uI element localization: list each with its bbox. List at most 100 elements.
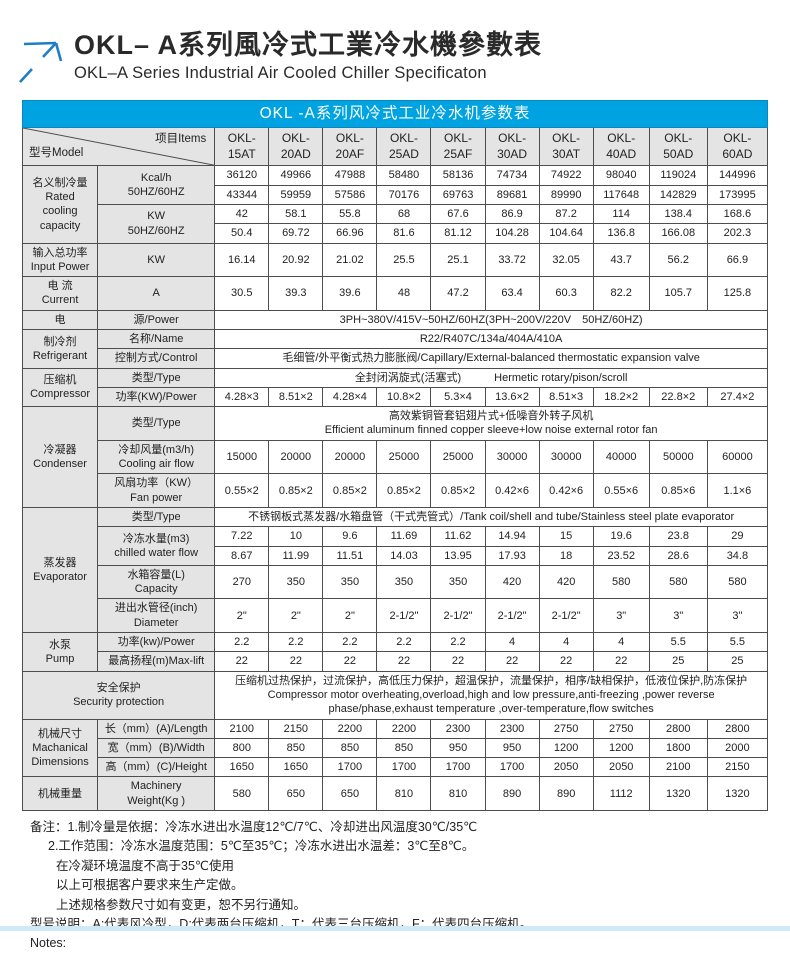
item-label-cell: 源/Power — [97, 309, 216, 331]
page-subtitle: OKL–A Series Industrial Air Cooled Chill… — [74, 64, 487, 83]
value-cell: 58.1 — [268, 203, 324, 225]
value-cell: 50000 — [648, 439, 708, 475]
section-label-cell: 输入总功率 Input Power — [21, 242, 99, 278]
bottom-accent-strip — [0, 926, 790, 931]
value-cell: 22 — [268, 651, 324, 672]
item-label-cell: 水箱容量(L) Capacity — [97, 564, 216, 600]
value-cell: 0.85×2 — [376, 473, 432, 508]
value-cell: 144996 — [706, 165, 769, 186]
item-label-cell: KW — [97, 242, 216, 278]
value-cell: 22 — [322, 651, 378, 672]
page-header: OKL– A系列風冷式工業冷水機參數表 OKL–A Series Industr… — [16, 30, 542, 88]
value-cell: 14.94 — [484, 526, 540, 547]
section-label-cell: 安全保护 Security protection — [21, 670, 216, 720]
value-cell: 15 — [538, 526, 594, 547]
value-cell: 47.2 — [430, 276, 486, 311]
note-line: 以上可根据客户要求来生产定做。 — [56, 878, 244, 893]
value-cell: 166.08 — [648, 223, 708, 244]
value-cell: 22 — [376, 651, 432, 672]
value-cell: 25000 — [376, 439, 432, 475]
table-row: 名义制冷量 Rated cooling capacity Kcal/h 50HZ/60HZ… — [21, 165, 769, 244]
value-cell: 11.99 — [268, 545, 324, 566]
value-cell: 22.8×2 — [648, 386, 708, 408]
value-cell: 48 — [376, 276, 432, 311]
value-cell: 81.12 — [430, 223, 486, 244]
value-cell: 32.05 — [538, 242, 594, 278]
table-row: OKL -A系列风冷式工业冷水机参数表 — [22, 99, 768, 129]
value-cell: 5.5 — [648, 632, 708, 653]
item-label-cell: 长（mm）(A)/Length — [97, 718, 216, 739]
value-cell: 66.9 — [706, 242, 769, 278]
section-label-cell: 水泵 Pump — [21, 632, 99, 672]
table-row: 制冷剂 Refrigerant 名称/Name R22/R407C/134a/404A… — [21, 328, 768, 369]
value-cell: 30.5 — [214, 276, 270, 311]
table-row: 输入总功率 Input Power KW 16.14 20.92 21.02 25.5 25.… — [21, 242, 769, 278]
value-cell: 67.6 — [430, 203, 486, 225]
value-cell: 8.51×3 — [538, 386, 594, 408]
value-cell: 3" — [648, 598, 708, 634]
item-label-cell: 高（mm）(C)/Height — [97, 757, 216, 778]
value-cell: 580 — [706, 564, 769, 600]
item-label-cell: 名称/Name — [97, 328, 216, 350]
value-cell: 25.5 — [376, 242, 432, 278]
value-cell: 2-1/2" — [430, 598, 486, 634]
item-label-cell: 冷冻水量(m3) chilled water flow — [97, 526, 216, 566]
table-row: 型号Model 项目Items OKL- 15AT OKL- 20AD OKL- 20AF OK… — [21, 127, 769, 167]
value-cell: 202.3 — [706, 223, 769, 244]
value-cell: 1320 — [648, 776, 708, 812]
value-cell: 81.6 — [376, 223, 432, 244]
value-cell: 2.2 — [376, 632, 432, 653]
value-cell: 3" — [706, 598, 769, 634]
item-label-cell: Machinery Weight(Kg ) — [97, 776, 216, 812]
table-row: 宽（mm）(B)/Width 800 850 850 850 950 950 1200 1200… — [23, 737, 769, 759]
item-label-cell: 宽（mm）(B)/Width — [97, 737, 216, 759]
note-line: 上述规格参数尺寸如有变更，恕不另行通知。 — [56, 897, 307, 912]
value-cell: 119024 — [648, 165, 708, 186]
value-cell: 1.1×6 — [706, 473, 769, 508]
section-label-cell: 名义制冷量 Rated cooling capacity — [21, 165, 99, 244]
spec-table: OKL -A系列风冷式工业冷水机参数表 型号Model 项目Items OKL- 15A… — [21, 99, 769, 812]
value-cell: 1700 — [376, 757, 432, 778]
value-cell: 14.03 — [376, 545, 432, 566]
value-cell: 15000 — [214, 439, 270, 475]
value-cell: 2.2 — [268, 632, 324, 653]
value-cell: 89681 — [484, 184, 540, 205]
value-cell: 114 — [592, 203, 650, 225]
value-cell: 13.6×2 — [484, 386, 540, 408]
arrow-up-right-icon — [16, 36, 68, 88]
table-row: 高（mm）(C)/Height 1650 1650 1700 1700 1700 1700 2… — [23, 757, 769, 778]
value-cell: 850 — [376, 737, 432, 759]
value-cell: 420 — [538, 564, 594, 600]
table-row: 冷凝器 Condenser 类型/Type 高效紫铜管套铝翅片式+低噪音外转子风机 Ef… — [21, 406, 768, 508]
table-row: 风扇功率（KW） Fan power 0.55×2 0.85×2 0.85×2 0.85×… — [23, 473, 769, 508]
section-label-cell: 电 — [21, 309, 99, 331]
table-row: 电源/Power 3PH~380V/415V~50HZ/60HZ(3PH~200V… — [21, 309, 768, 331]
value-cell: 138.4 — [648, 203, 708, 225]
value-cell: 850 — [322, 737, 378, 759]
value-cell: R22/R407C/134a/404A/410A — [214, 328, 768, 350]
value-cell: 39.3 — [268, 276, 324, 311]
value-cell: 8.51×2 — [268, 386, 324, 408]
value-cell: 350 — [430, 564, 486, 600]
item-label-cell: 控制方式/Control — [97, 348, 216, 369]
value-cell: 810 — [376, 776, 432, 812]
value-cell: 270 — [214, 564, 270, 600]
note-line: 备注：1.制冷量是依据：冷冻水进出水温度12℃/7℃、冷却进出风温度30℃/35… — [30, 820, 478, 834]
value-cell: 0.85×2 — [322, 473, 378, 508]
value-cell: 57586 — [322, 184, 378, 205]
table-row: 水箱容量(L) Capacity 270 350 350 350 350 420 420 580 5… — [23, 564, 769, 600]
model-header-cell: OKL- 40AD — [592, 127, 650, 167]
value-cell: 20000 — [268, 439, 324, 475]
value-cell: 650 — [268, 776, 324, 812]
page-title: OKL– A系列風冷式工業冷水機參數表 — [74, 30, 543, 60]
value-cell: 2" — [268, 598, 324, 634]
value-cell: 1700 — [484, 757, 540, 778]
value-cell: 2.2 — [214, 632, 270, 653]
value-cell: 800 — [214, 737, 270, 759]
value-cell: 74922 — [538, 165, 594, 186]
value-cell: 56.2 — [648, 242, 708, 278]
value-cell: 2200 — [376, 718, 432, 739]
table-row: 43344 59959 57586 70176 69763 89681 89990 11764… — [23, 184, 769, 205]
table-row: 水泵 Pump 功率(kw)/Power 2.2 2.2 2.2 2.2 2.2 4 4 4 5.5 5… — [21, 632, 769, 672]
value-cell: 2100 — [648, 757, 708, 778]
